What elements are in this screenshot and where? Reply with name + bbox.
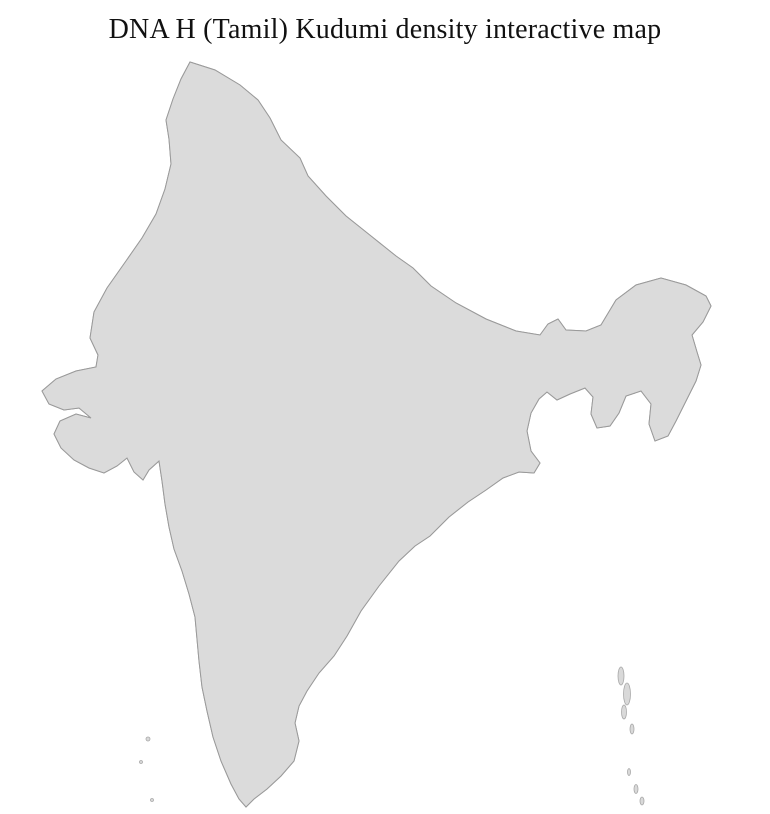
page-title: DNA H (Tamil) Kudumi density interactive… — [108, 14, 662, 45]
andaman-nicobar-islands[interactable] — [617, 666, 645, 806]
lakshadweep-islands[interactable] — [139, 736, 154, 802]
india-outline — [41, 61, 712, 808]
